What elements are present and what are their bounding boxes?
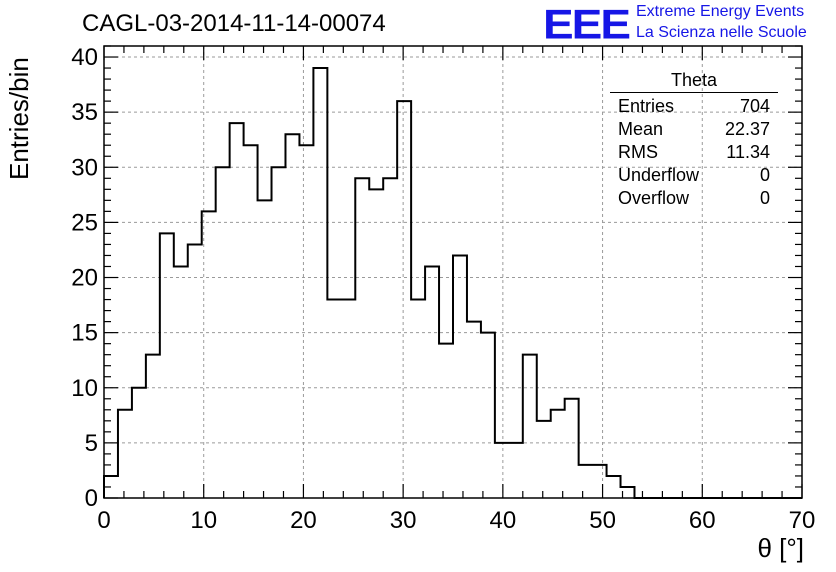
x-tick-label: 30	[390, 507, 417, 534]
stats-title: Theta	[610, 70, 778, 93]
axis-ticks	[103, 45, 803, 499]
plot-frame	[103, 45, 803, 499]
histogram-bin	[244, 145, 258, 498]
histogram-bin	[411, 300, 425, 498]
eee-logo: EEE	[543, 0, 631, 48]
histogram-bin	[537, 421, 551, 498]
histogram-bin	[258, 200, 272, 498]
histogram-bin	[593, 465, 607, 498]
histogram-bin	[230, 123, 244, 498]
histogram-bin	[299, 145, 313, 498]
stats-row: Mean 22.37	[610, 118, 778, 141]
stats-row: Overflow 0	[610, 187, 778, 210]
histogram-bin	[160, 233, 174, 498]
histogram-bin	[467, 322, 481, 498]
y-tick-label: 15	[71, 320, 98, 347]
stats-value: 704	[739, 96, 770, 116]
x-tick-label: 10	[190, 507, 217, 534]
histogram-bin	[341, 300, 355, 498]
histogram-bin	[439, 344, 453, 498]
histogram-bin	[509, 443, 523, 498]
histogram-bin	[146, 355, 160, 498]
histogram-bin	[607, 476, 621, 498]
histogram-bin	[383, 178, 397, 498]
y-tick-label: 35	[71, 99, 98, 126]
x-tick-label: 50	[589, 507, 616, 534]
y-tick-label: 40	[71, 44, 98, 71]
x-axis-label: θ [°]	[757, 533, 804, 563]
histogram-bin	[313, 68, 327, 498]
axis-tick-labels: 0 10 20 30 40 50 60 70 0 5 10 15 20 25 30 35 40	[71, 44, 815, 534]
histogram-series	[103, 67, 802, 499]
y-tick-label: 30	[71, 154, 98, 181]
stats-label: Overflow	[618, 188, 690, 208]
histogram-bin	[369, 189, 383, 498]
y-axis-label: Entries/bin	[4, 57, 34, 180]
logo-text-line1: Extreme Energy Events	[636, 3, 805, 20]
stats-label: Mean	[618, 119, 664, 139]
histogram-outline	[103, 67, 802, 499]
stats-value: 22.37	[724, 119, 770, 139]
histogram-bin	[523, 355, 537, 498]
stats-value: 0	[759, 188, 770, 208]
y-tick-label: 0	[85, 485, 98, 512]
histogram-bin	[495, 443, 509, 498]
histogram-bin	[216, 167, 230, 498]
y-tick-label: 20	[71, 265, 98, 292]
logo-text-line2: La Scienza nelle Scuole	[636, 24, 807, 41]
histogram-bin	[174, 266, 188, 498]
histogram-bin	[355, 178, 369, 498]
y-tick-label: 5	[85, 430, 98, 457]
histogram-bin	[551, 410, 565, 498]
chart-title: CAGL-03-2014-11-14-00074	[82, 10, 386, 37]
histogram-bin	[579, 465, 593, 498]
x-tick-label: 60	[689, 507, 716, 534]
x-tick-label: 20	[290, 507, 317, 534]
histogram-bin	[327, 300, 341, 498]
x-tick-label: 0	[97, 507, 110, 534]
stats-value: 11.34	[726, 142, 770, 162]
histogram-bin	[285, 134, 299, 498]
histogram-bin	[397, 101, 411, 498]
x-tick-label: 40	[490, 507, 517, 534]
y-tick-label: 10	[71, 375, 98, 402]
stats-label: Underflow	[618, 165, 700, 185]
histogram-bin	[118, 410, 132, 498]
stats-value: 0	[759, 165, 770, 185]
histogram-bin	[453, 255, 467, 498]
stats-label: RMS	[618, 142, 658, 162]
histogram-bin	[481, 333, 495, 498]
stats-row: Underflow 0	[610, 164, 778, 187]
histogram-bin	[188, 244, 202, 498]
stats-label: Entries	[618, 96, 675, 116]
x-tick-label: 70	[789, 507, 816, 534]
y-tick-label: 25	[71, 209, 98, 236]
stats-row: RMS 11.34	[610, 141, 778, 164]
histogram-bin	[425, 266, 439, 498]
stats-row: Entries 704	[610, 95, 778, 118]
histogram-bin	[565, 399, 579, 498]
stats-box: Theta Entries 704 Mean 22.37 RMS 11.34 U…	[610, 70, 778, 210]
